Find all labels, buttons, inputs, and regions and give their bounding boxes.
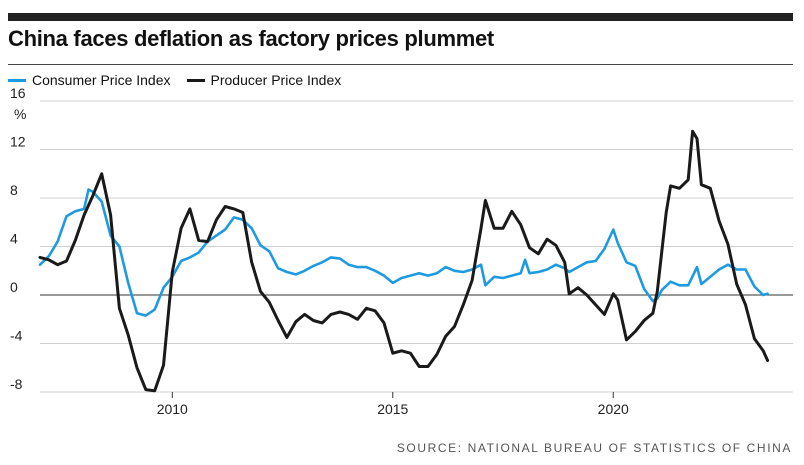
x-tick-label: 2010 xyxy=(157,401,188,417)
axis-ticks: -8 -4 0 4 8 12 16% 2010 2015 2020 xyxy=(10,85,629,417)
x-tick-label: 2015 xyxy=(377,401,408,417)
legend-swatch-cpi xyxy=(8,78,26,82)
series-line-cpi xyxy=(38,188,769,317)
legend-item-ppi: Producer Price Index xyxy=(186,72,342,88)
chart-title: China faces deflation as factory prices … xyxy=(8,26,494,51)
y-tick-label: 16 xyxy=(10,85,26,101)
y-tick-label: 12 xyxy=(10,134,26,150)
y-tick-label: 4 xyxy=(10,231,18,247)
legend-swatch-ppi xyxy=(186,78,205,82)
source-note: SOURCE: NATIONAL BUREAU OF STATISTICS OF… xyxy=(396,441,792,455)
legend-label-ppi: Producer Price Index xyxy=(210,72,342,88)
y-tick-label: -8 xyxy=(10,376,23,392)
legend: Consumer Price Index Producer Price Inde… xyxy=(8,72,357,88)
top-accent-bar xyxy=(8,13,793,21)
y-axis-unit: % xyxy=(14,106,26,122)
title-divider xyxy=(8,64,793,65)
series-line-ppi xyxy=(38,129,770,393)
y-tick-label: 8 xyxy=(10,182,18,198)
y-tick-label: -4 xyxy=(10,328,23,344)
gridlines xyxy=(40,100,793,393)
x-tick-label: 2020 xyxy=(598,401,629,417)
y-tick-label: 0 xyxy=(10,279,18,295)
legend-label-cpi: Consumer Price Index xyxy=(32,72,171,88)
series-lines xyxy=(38,129,770,393)
legend-item-cpi: Consumer Price Index xyxy=(8,72,171,88)
